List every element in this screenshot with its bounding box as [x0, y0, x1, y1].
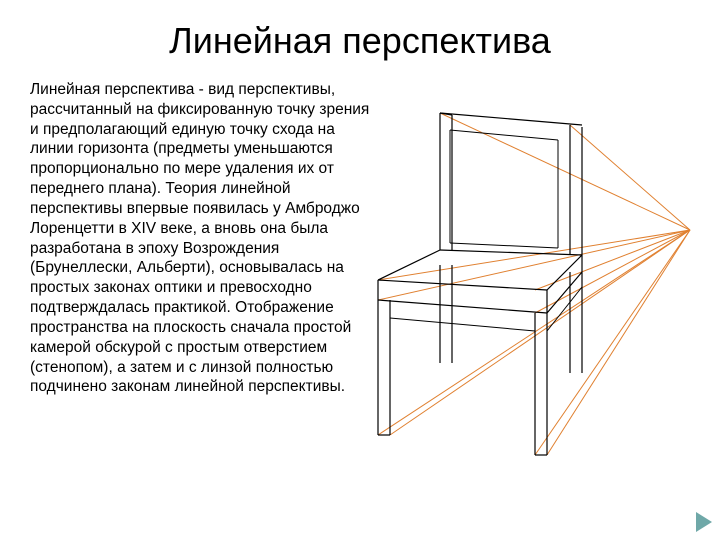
body-text: Линейная перспектива - вид перспективы, …	[30, 80, 375, 397]
next-button[interactable]	[696, 512, 712, 532]
page-title: Линейная перспектива	[30, 20, 690, 62]
perspective-diagram	[340, 85, 710, 485]
slide: Линейная перспектива Линейная перспектив…	[0, 0, 720, 540]
